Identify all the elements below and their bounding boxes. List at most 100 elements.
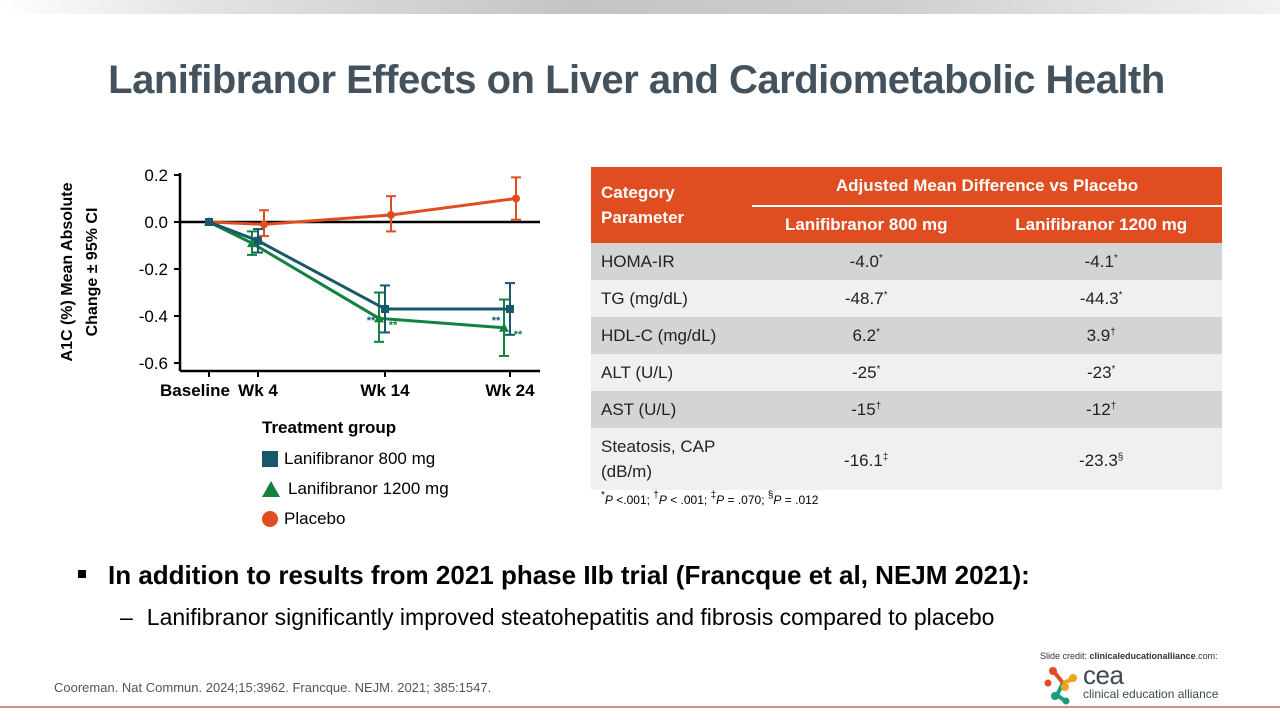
value-cell-1200: 3.9† — [980, 317, 1222, 354]
series-line — [208, 220, 510, 311]
table-row: Steatosis, CAP (dB/m) -16.1‡ -23.3§ — [591, 428, 1222, 490]
data-point-circle — [387, 210, 395, 219]
legend-label: Lanifibranor 800 mg — [284, 449, 436, 468]
citation: Cooreman. Nat Commun. 2024;15:3962. Fran… — [54, 680, 492, 695]
footnote-symbol: † — [653, 490, 659, 501]
x-tick-label: Wk 14 — [360, 381, 410, 400]
footnote-symbol: § — [767, 490, 774, 501]
credit-site: clinicaleducationalliance — [1089, 651, 1196, 661]
data-point-triangle — [499, 322, 509, 332]
footer-rule — [0, 706, 1280, 708]
bullet-sub-text: Lanifibranor significantly improved stea… — [146, 604, 995, 630]
square-marker-icon — [262, 451, 278, 467]
footnote-p: P — [773, 493, 782, 507]
credit-prefix: Slide credit: — [1040, 651, 1090, 661]
footnote-p: P — [716, 493, 725, 507]
header-parameter: Parameter — [601, 208, 685, 227]
bullet-main: In addition to results from 2021 phase I… — [78, 560, 1030, 591]
y-axis-label-line2: Change ± 95% CI — [84, 208, 101, 337]
value-cell-1200: -12† — [980, 391, 1222, 428]
data-point-square — [254, 236, 262, 245]
legend-label: Placebo — [284, 509, 346, 528]
bullet-square-icon — [78, 570, 86, 578]
header-lani800: Lanifibranor 800 mg — [752, 206, 981, 243]
footnote-p: P — [604, 493, 613, 507]
slide-title: Lanifibranor Effects on Liver and Cardio… — [108, 58, 1165, 102]
series-line — [208, 197, 517, 226]
footnote-symbol: ‡ — [710, 490, 717, 501]
param-cell: ALT (U/L) — [591, 354, 752, 391]
y-axis-label: A1C (%) Mean Absolute Change ± 95% CI — [59, 182, 101, 361]
a1c-line-chart: A1C (%) Mean Absolute Change ± 95% CI 0.… — [59, 166, 540, 400]
x-tick-label: Wk 4 — [238, 381, 278, 400]
dash-icon: – — [120, 604, 133, 630]
cea-logo: cea clinical education alliance — [1043, 660, 1233, 705]
y-tick-label: -0.2 — [139, 260, 168, 279]
data-point-square — [381, 304, 389, 313]
series-line — [208, 220, 505, 330]
header-category: Category — [601, 183, 675, 202]
legend-item-lani1200: Lanifibranor 1200 mg — [262, 474, 449, 504]
header-adjusted-mean-diff: Adjusted Mean Difference vs Placebo — [752, 167, 1222, 207]
value-cell-1200: -4.1* — [980, 243, 1222, 280]
significance-label: ** — [492, 315, 501, 327]
header-lani1200: Lanifibranor 1200 mg — [980, 206, 1222, 243]
value-cell-1200: -44.3* — [980, 280, 1222, 317]
triangle-marker-icon — [262, 481, 280, 497]
header-category-parameter: Category Parameter — [591, 167, 752, 243]
series-placebo — [205, 176, 521, 238]
value-cell-800: -16.1‡ — [752, 428, 981, 490]
param-cell: TG (mg/dL) — [591, 280, 752, 317]
legend-label: Lanifibranor 1200 mg — [288, 479, 449, 498]
param-cell: Steatosis, CAP (dB/m) — [591, 428, 752, 490]
y-tick-label: 0.0 — [144, 213, 168, 232]
x-tick-label: Baseline — [160, 381, 230, 400]
significance-label: ** — [367, 315, 376, 327]
chart-legend: Treatment group Lanifibranor 800 mg Lani… — [262, 418, 449, 534]
footnote-p: P — [658, 493, 667, 507]
value-cell-800: -25* — [752, 354, 981, 391]
table-row: HDL-C (mg/dL) 6.2* 3.9† — [591, 317, 1222, 354]
param-cell: AST (U/L) — [591, 391, 752, 428]
table-row: TG (mg/dL) -48.7* -44.3* — [591, 280, 1222, 317]
bullet-main-text: In addition to results from 2021 phase I… — [108, 560, 1030, 590]
table-footnote: *P <.001; †P < .001; ‡P = .070; §P = .01… — [601, 490, 819, 507]
y-tick-label: -0.4 — [139, 307, 168, 326]
significance-label: ** — [389, 319, 398, 331]
series-lanifibranor-800-mg: ** ** — [205, 218, 515, 336]
data-point-circle — [260, 220, 268, 229]
bullet-sub: – Lanifibranor significantly improved ste… — [120, 604, 994, 631]
value-cell-1200: -23.3§ — [980, 428, 1222, 490]
y-axis-label-line1: A1C (%) Mean Absolute — [59, 182, 76, 361]
footnote-symbol: * — [601, 490, 605, 501]
y-tick-label: 0.2 — [144, 166, 168, 185]
table-row: ALT (U/L) -25* -23* — [591, 354, 1222, 391]
param-cell: HDL-C (mg/dL) — [591, 317, 752, 354]
legend-item-placebo: Placebo — [262, 504, 449, 534]
table-row: AST (U/L) -15† -12† — [591, 391, 1222, 428]
value-cell-800: -4.0* — [752, 243, 981, 280]
legend-item-lani800: Lanifibranor 800 mg — [262, 444, 449, 474]
value-cell-1200: -23* — [980, 354, 1222, 391]
data-point-circle — [512, 194, 520, 203]
data-point-square — [506, 304, 514, 313]
x-tick-label: Wk 24 — [485, 381, 535, 400]
data-point-square — [205, 218, 213, 226]
results-table: Category Parameter Adjusted Mean Differe… — [591, 167, 1222, 490]
slide-credit: Slide credit: clinicaleducationalliance.… — [1040, 651, 1218, 661]
significance-label: ** — [514, 329, 523, 341]
top-gradient-bar — [0, 0, 1280, 14]
data-point-triangle — [247, 238, 257, 248]
value-cell-800: -48.7* — [752, 280, 981, 317]
credit-suffix: .com: — [1195, 651, 1218, 661]
data-point-triangle — [374, 313, 384, 323]
value-cell-800: 6.2* — [752, 317, 981, 354]
table-row: HOMA-IR -4.0* -4.1* — [591, 243, 1222, 280]
legend-title: Treatment group — [262, 418, 397, 437]
circle-marker-icon — [262, 511, 278, 527]
logo-full: clinical education alliance — [1083, 687, 1219, 701]
logo-short: cea — [1083, 660, 1124, 690]
value-cell-800: -15† — [752, 391, 981, 428]
param-cell: HOMA-IR — [591, 243, 752, 280]
y-tick-label: -0.6 — [139, 354, 168, 373]
